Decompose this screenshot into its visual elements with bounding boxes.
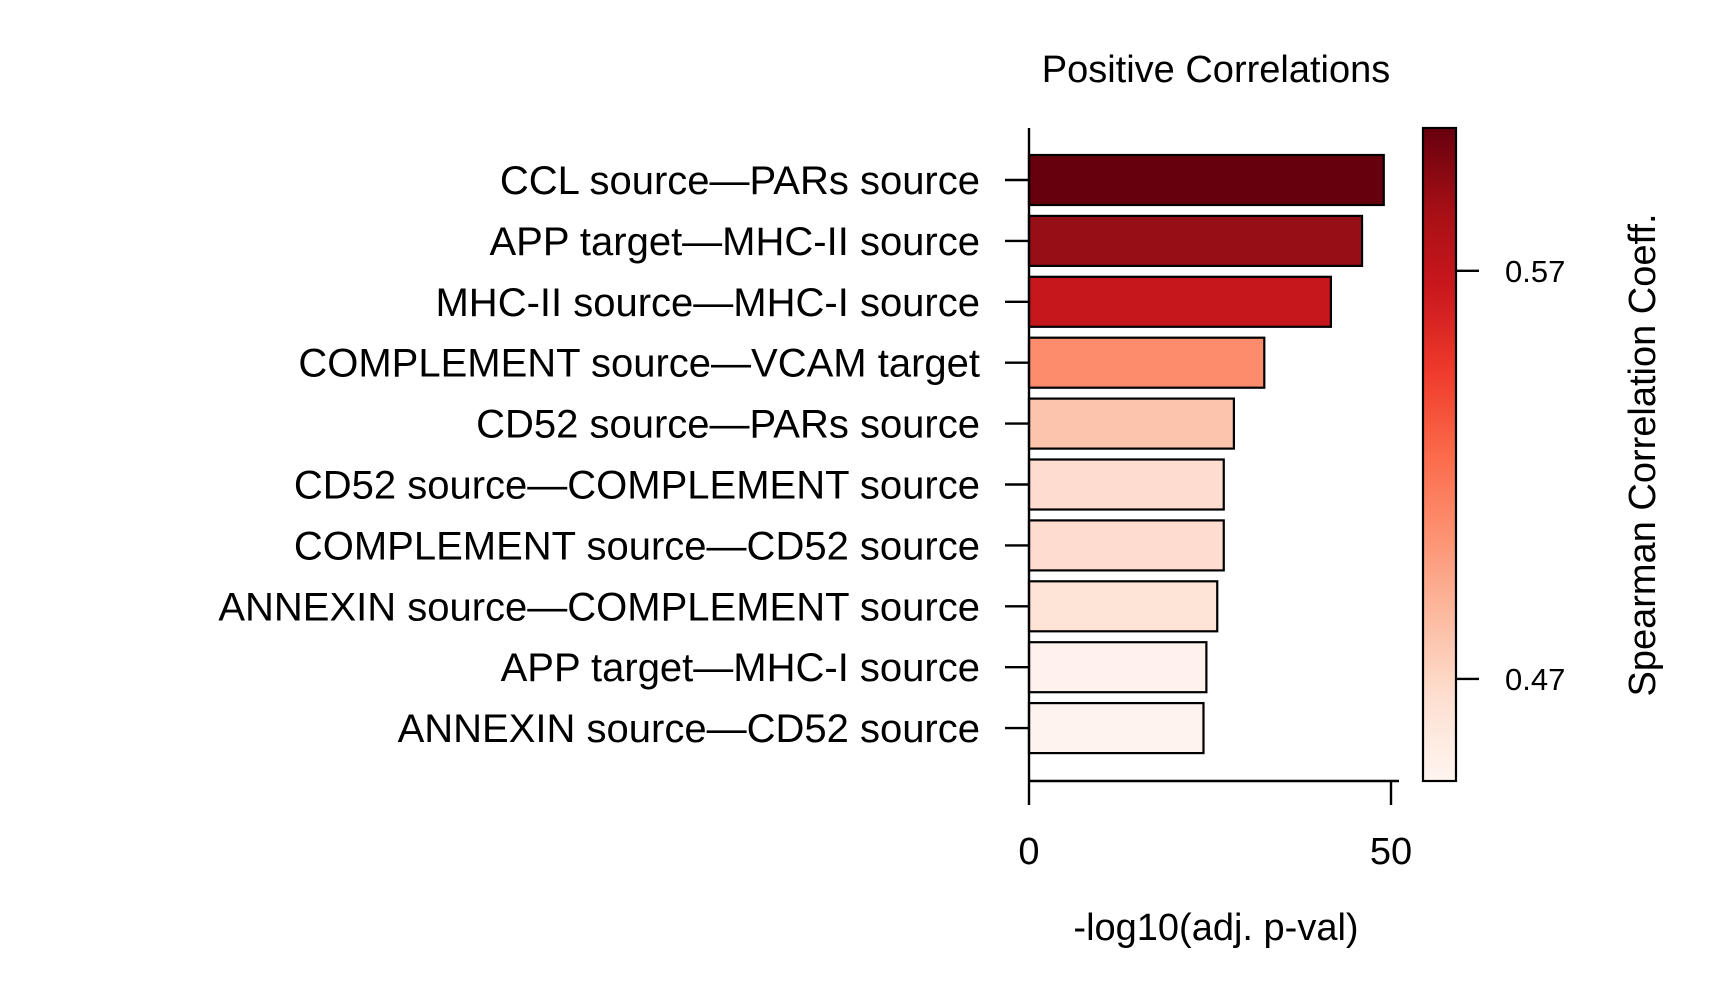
bar bbox=[1027, 458, 1225, 511]
bar bbox=[1027, 397, 1235, 450]
y-axis-ticks: CCL source—PARs source APP target—MHC-II … bbox=[218, 159, 1029, 751]
y-tick-label: APP target—MHC-I source bbox=[501, 646, 980, 690]
y-tick-label: CD52 source—COMPLEMENT source bbox=[294, 464, 980, 508]
y-tick-label: ANNEXIN source—CD52 source bbox=[398, 707, 980, 751]
colorbar-tick-label: 0.57 bbox=[1505, 254, 1565, 289]
y-tick-label: ANNEXIN source—COMPLEMENT source bbox=[218, 585, 980, 629]
y-tick-label: MHC-II source—MHC-I source bbox=[435, 281, 980, 325]
bar bbox=[1027, 336, 1266, 389]
x-axis-title: -log10(adj. p-val) bbox=[1073, 907, 1358, 949]
y-tick-label: COMPLEMENT source—VCAM target bbox=[298, 342, 980, 386]
x-axis-ticks: 0 50 bbox=[1018, 781, 1412, 873]
y-tick-label: CCL source—PARs source bbox=[500, 159, 980, 203]
chart-title: Positive Correlations bbox=[1042, 49, 1390, 91]
colorbar-label: Spearman Correlation Coeff. bbox=[1622, 214, 1664, 697]
bar bbox=[1027, 701, 1205, 755]
bar bbox=[1027, 580, 1219, 633]
colorbar-tick-label: 0.47 bbox=[1505, 662, 1565, 697]
colorbar-gradient bbox=[1421, 126, 1458, 783]
bar bbox=[1027, 153, 1385, 207]
bar bbox=[1027, 275, 1333, 328]
y-tick-label: CD52 source—PARs source bbox=[476, 403, 980, 447]
y-tick-label: APP target—MHC-II source bbox=[489, 220, 980, 264]
bars-group bbox=[1027, 153, 1385, 755]
bar bbox=[1027, 519, 1225, 572]
colorbar: 0.57 0.47 Spearman Correlation Coeff. bbox=[1421, 126, 1664, 783]
x-tick-label: 0 bbox=[1018, 831, 1039, 873]
x-tick-label: 50 bbox=[1370, 831, 1412, 873]
y-tick-label: COMPLEMENT source—CD52 source bbox=[294, 524, 980, 568]
bar bbox=[1027, 641, 1208, 694]
colorbar-ticks: 0.57 0.47 bbox=[1456, 254, 1565, 697]
bar bbox=[1027, 214, 1364, 267]
